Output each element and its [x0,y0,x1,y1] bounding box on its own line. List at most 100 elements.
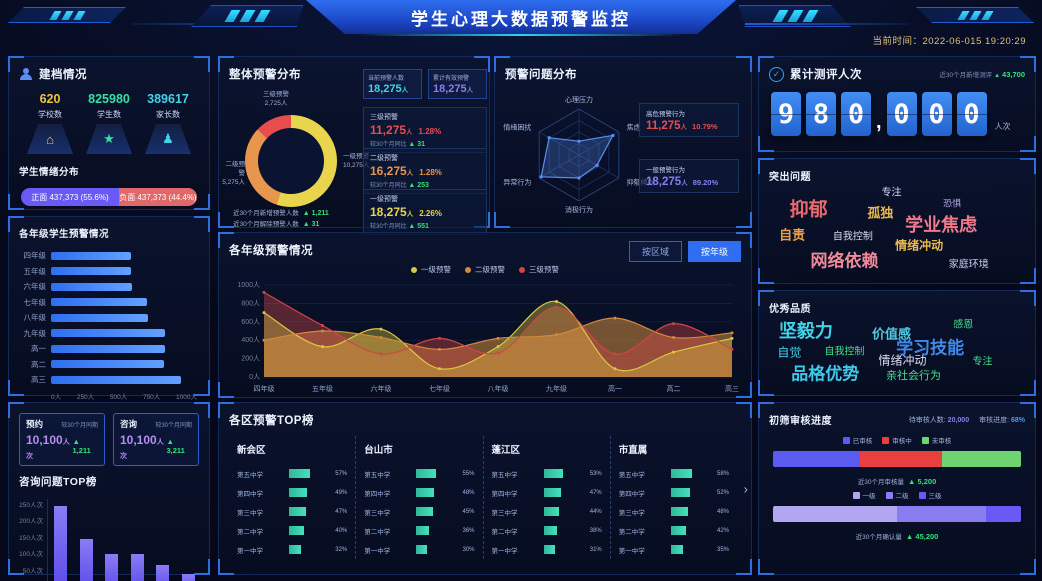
bar-percent: 55% [462,470,475,477]
region-column: 蓬江区 第五中学 53% 第四中学 47% 第三中学 44% 第二中学 38% 第一中学 31% [482,436,610,559]
stripe-icon [239,10,255,22]
svg-text:高二: 高二 [667,384,681,393]
school-row: 第三中学 45% [364,502,475,521]
bar-row: 五年级 [21,264,197,280]
card-title: 一般预警行为 [646,167,685,174]
archive-stats: 620 学校数 ⌂ 825980 学生数 ★ 389617 家长数 ♟ [9,86,209,156]
legend-square-icon [882,436,890,444]
consult-cards: 预约 较30个月同期 10,100人次 ▲ 1,211 咨询 较30个月同期 10,100人… [9,403,209,466]
stripe-icon [981,11,993,20]
panel-consult: 预约 较30个月同期 10,100人次 ▲ 1,211 咨询 较30个月同期 10,100人… [8,402,210,581]
y-tick-label: 200人次 [19,518,43,526]
bar-track [416,488,452,497]
bar [416,545,428,554]
counter-unit: 人次 [994,122,1011,131]
current-time: 当前时间：2022-06-015 19:20:29 [872,36,1026,47]
stat-label: 家长数 [156,110,180,119]
donut-label-level2: 二级预警 5,275人 [222,161,245,186]
bar-track [51,267,197,276]
cloud-word: 亲社会行为 [886,370,942,383]
item: 10,100人次 ▲ 1,211 [26,433,98,461]
flip-digit: 0 [956,92,987,136]
flip-digit: 8 [806,92,836,136]
bar-label: 四年级 [23,251,47,261]
trend-toggle-buttons: 按区域 按年级 [628,241,741,262]
bar [79,539,93,581]
header-left-bracket-decoration [8,7,126,23]
panel-title: 各年级预警情况 [229,245,313,257]
card-value: 18,275人 89.20% [646,176,719,188]
card-note: 较30个月同期 [61,422,98,429]
legend-label: 三级 [928,493,942,500]
bar-label: 六年级 [23,282,47,292]
bar-percent: 48% [716,508,729,515]
stripe-icon [73,11,85,20]
banner-glow-line [356,34,686,36]
header-line-right [745,23,910,25]
by-region-button[interactable]: 按区域 [628,241,682,262]
cloud-word: 价值感 [871,326,911,341]
bar [105,553,119,581]
school-label: 第二中学 [364,528,391,536]
strength-wordcloud: 坚毅力 价值感 感恩 学习技能 自觉 自我控制 情绪冲动 专注 品格优势 亲社会行为 [759,313,1035,391]
bar-label: 九年级 [23,328,47,338]
stripe-icon [224,10,240,22]
legend-item: 一级预警 [411,264,451,275]
region-name: 新会区 [237,445,266,456]
review-stat: 审核进度: 68% [979,416,1025,424]
legend-square-icon [921,436,929,444]
school-label: 第一中学 [491,547,518,555]
legend-item: 二级 [885,490,909,500]
bar-percent: 44% [589,508,602,515]
bar [289,488,307,497]
cloud-word: 专注 [881,187,902,199]
next-arrow-icon[interactable]: › [743,481,748,496]
panel-title: 优秀品质 [769,304,811,315]
svg-text:0人: 0人 [249,373,260,381]
level-note: 较30个月同比 ▲ 551 [370,223,429,230]
emotion-segment: 正面 437,373 (55.6%) [21,188,119,206]
bar [51,251,131,260]
svg-text:七年级: 七年级 [429,384,450,393]
stat-value: 389617 [147,92,189,106]
bar-track [670,488,707,497]
bar [289,526,304,535]
by-grade-button[interactable]: 按年级 [687,241,741,262]
panel-title: 初筛审核进度 [769,416,832,427]
bar-track [543,488,580,497]
emotion-title: 学生情绪分布 [19,167,80,178]
cloud-word: 网络依赖 [810,251,879,271]
donut-footer-1: 近30个月新增预警人数 ▲ 1,211 [233,210,329,217]
svg-text:四年级: 四年级 [254,384,275,393]
bar [51,360,165,369]
bar-row: 高二 [21,357,197,373]
region-name: 市直属 [618,445,648,456]
school-row: 第五中学 58% [619,464,729,483]
mini-value: 18,275人 [368,83,409,95]
cloud-word: 自我控制 [824,346,865,358]
stat-value: 620 [39,92,61,106]
stat-pedestal-icon: ⌂ [27,124,73,154]
svg-text:九年级: 九年级 [546,384,567,393]
bar-row: 四年级 [21,248,197,264]
svg-text:焦虑: 焦虑 [627,123,641,132]
bar-track [51,329,197,338]
level-note: 较30个月同比 ▲ 253 [370,182,429,189]
legend-item: 三级 [918,490,942,500]
review-header-stats: 待审核人数: 20,000 审核进度: 68% [909,415,1025,425]
bar-percent: 47% [335,508,348,515]
flip-digit: 0 [886,92,917,136]
issues-radar-chart: 心理压力焦虑抑郁倾向消极行为异常行为情绪困扰 [503,95,654,214]
review-stat: 待审核人数: 20,000 [908,416,970,424]
bar-percent: 57% [335,470,348,477]
bar-track [543,545,580,554]
panel-title: 建档情况 [39,69,87,81]
progress-note: 近30个月审核量 ▲ 5,200 [857,477,937,486]
school-row: 第一中学 35% [619,540,729,559]
stack-legend: 已审核 审核中 未审核 [759,435,1035,445]
school-label: 第一中学 [237,547,263,555]
legend-dot-icon [411,266,417,273]
bar [156,564,170,581]
